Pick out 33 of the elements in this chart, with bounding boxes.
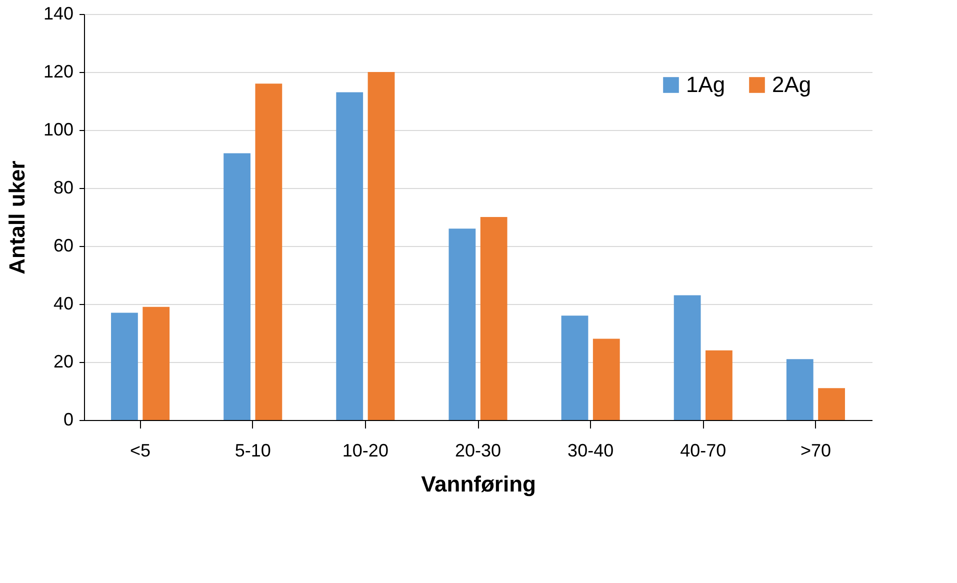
x-tick-label: 30-40 bbox=[568, 440, 614, 460]
bar bbox=[592, 338, 620, 420]
x-axis-title: Vannføring bbox=[421, 472, 536, 496]
y-tick-label: 80 bbox=[53, 178, 74, 198]
x-tick-label: 5-10 bbox=[234, 440, 271, 460]
bar bbox=[674, 295, 701, 420]
x-tick-label: >70 bbox=[800, 440, 831, 460]
bar bbox=[480, 217, 508, 420]
bar bbox=[448, 228, 476, 420]
bar bbox=[255, 84, 282, 420]
y-axis-title: Antall uker bbox=[4, 160, 30, 274]
y-tick-label: 120 bbox=[43, 62, 74, 82]
bar bbox=[368, 72, 395, 420]
bar bbox=[561, 316, 588, 420]
y-tick-label: 60 bbox=[53, 236, 74, 256]
y-tick-label: 40 bbox=[53, 294, 74, 314]
y-tick-label: 0 bbox=[63, 410, 74, 430]
y-tick-label: 100 bbox=[43, 120, 74, 140]
legend-label: 1Ag bbox=[686, 72, 726, 97]
y-tick-label: 20 bbox=[53, 352, 74, 372]
y-tick-label: 140 bbox=[43, 4, 74, 24]
x-tick-label: 10-20 bbox=[342, 440, 388, 460]
bar bbox=[786, 359, 814, 420]
bar bbox=[142, 306, 170, 420]
bar bbox=[224, 153, 250, 420]
bar bbox=[336, 92, 364, 420]
x-tick-label: 20-30 bbox=[454, 440, 502, 460]
x-tick-label: <5 bbox=[130, 440, 151, 460]
legend-label: 2Ag bbox=[772, 72, 812, 97]
bar bbox=[706, 350, 732, 420]
bar bbox=[111, 312, 138, 420]
x-tick-label: 40-70 bbox=[680, 440, 726, 460]
bar bbox=[818, 388, 845, 420]
